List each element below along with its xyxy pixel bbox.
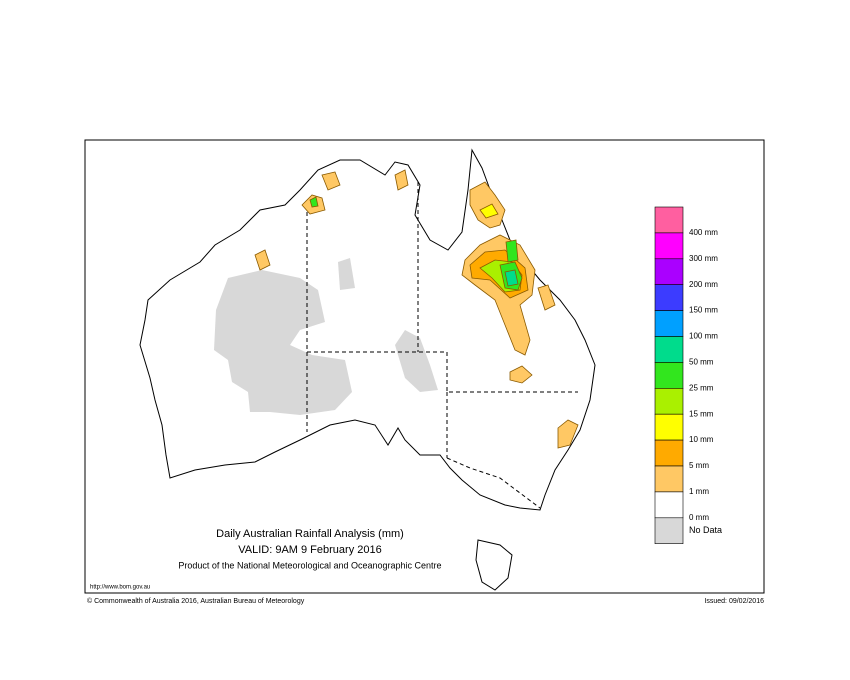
- issued-date: Issued: 09/02/2016: [704, 598, 764, 605]
- legend-swatch: [654, 206, 684, 234]
- legend-label: 300 mm: [689, 254, 718, 263]
- legend-label: 150 mm: [689, 306, 718, 315]
- australia-outline: [139, 148, 596, 511]
- map-title: Daily Australian Rainfall Analysis (mm): [216, 528, 404, 540]
- rainfall-areas: [254, 169, 579, 449]
- legend-label: 15 mm: [689, 409, 714, 418]
- legend: 400 mm 300 mm 200 mm 150 mm 100 mm 50 mm 25 mm…: [654, 206, 722, 544]
- source-url: http://www.bom.gov.au: [90, 585, 150, 591]
- legend-swatch: [654, 413, 684, 441]
- legend-label: 5 mm: [689, 461, 709, 470]
- legend-label: 200 mm: [689, 280, 718, 289]
- no-data-area: [214, 258, 438, 415]
- legend-label: 25 mm: [689, 383, 714, 392]
- legend-swatch: [654, 258, 684, 285]
- legend-label: 400 mm: [689, 228, 718, 237]
- legend-label: 1 mm: [689, 487, 709, 496]
- legend-swatch: [654, 336, 684, 363]
- legend-swatch: [654, 517, 684, 544]
- legend-swatch: [654, 362, 684, 389]
- legend-swatch: [654, 491, 684, 519]
- state-borders: [306, 182, 578, 509]
- copyright: © Commonwealth of Australia 2016, Austra…: [87, 597, 305, 605]
- valid-time: VALID: 9AM 9 February 2016: [238, 544, 381, 556]
- legend-label: 50 mm: [689, 358, 714, 367]
- legend-label: No Data: [689, 525, 722, 535]
- legend-swatch: [654, 284, 684, 311]
- legend-label: 100 mm: [689, 332, 718, 341]
- tasmania-outline: [475, 539, 513, 591]
- legend-swatch: [654, 439, 684, 467]
- legend-swatch: [654, 232, 684, 260]
- legend-swatch: [654, 387, 684, 415]
- legend-label: 10 mm: [689, 435, 714, 444]
- legend-swatch: [654, 465, 684, 493]
- product-note: Product of the National Meteorological a…: [178, 560, 441, 570]
- legend-swatch: [654, 310, 684, 337]
- legend-label: 0 mm: [689, 513, 709, 522]
